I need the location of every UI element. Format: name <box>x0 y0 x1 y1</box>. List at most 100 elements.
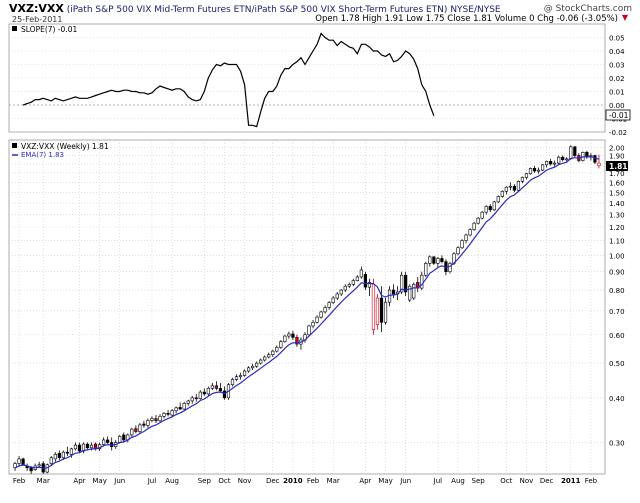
price-y-tick-label: 1.60 <box>609 179 625 187</box>
candle <box>460 239 464 250</box>
candle-body <box>283 335 287 342</box>
candle <box>210 382 214 391</box>
ema-line <box>14 155 600 470</box>
candle <box>106 436 110 446</box>
chart-date: 25-Feb-2011 <box>12 15 63 24</box>
candle-body <box>561 156 565 161</box>
price-legend-swatch <box>12 143 17 148</box>
candle <box>122 432 126 443</box>
candle-body <box>214 385 218 389</box>
price-panel-frame <box>8 139 606 475</box>
candle-body <box>150 418 154 421</box>
candle <box>508 182 512 191</box>
candle-body <box>327 302 331 308</box>
candle-body <box>379 297 384 323</box>
candle-body <box>206 388 210 395</box>
candle-body <box>186 400 190 404</box>
candle-body <box>57 452 61 459</box>
candle <box>492 200 496 212</box>
candle <box>524 172 529 180</box>
candle-body <box>355 276 359 281</box>
candle-body <box>500 190 504 197</box>
candle <box>532 165 537 173</box>
candle <box>291 330 295 341</box>
candle-body <box>363 274 367 288</box>
candle-body <box>331 297 335 303</box>
slope-current-tag-box <box>605 109 631 121</box>
candle-body <box>597 162 601 167</box>
candle <box>339 289 343 296</box>
candle <box>162 412 166 419</box>
slope-legend-label: SLOPE(7) -0.01 <box>21 25 77 34</box>
candle <box>367 278 372 296</box>
price-y-tick-label: 1.10 <box>609 238 625 246</box>
candle <box>194 393 198 402</box>
candle <box>198 390 202 400</box>
candle <box>516 180 521 192</box>
candle-body <box>166 413 170 415</box>
candle <box>569 145 573 160</box>
candle-body <box>271 350 275 355</box>
candle <box>448 261 452 274</box>
candle <box>428 255 432 267</box>
watermark: @ StockCharts.com <box>543 4 632 14</box>
x-tick-label: Aug <box>165 477 179 485</box>
candle <box>255 361 259 368</box>
chg-down-arrow: ▼ <box>621 13 628 22</box>
candle <box>53 452 57 462</box>
chart-title: VXZ:VXX (iPath S&P 500 VIX Mid-Term Futu… <box>9 2 501 15</box>
candle <box>275 345 279 353</box>
x-tick-label: Oct <box>500 477 512 485</box>
candle-body <box>524 173 529 178</box>
candle-body <box>37 464 41 467</box>
candle <box>202 388 206 396</box>
price-y-tick-label: 1.90 <box>609 153 625 161</box>
candle-body <box>400 274 404 293</box>
candle-body <box>122 434 126 441</box>
description-close-paren: ) <box>443 5 448 15</box>
candle <box>85 442 90 451</box>
price-y-tick-label: 0.80 <box>609 287 625 295</box>
candle <box>432 256 436 265</box>
candle <box>573 146 577 158</box>
price-y-tick-label: 0.30 <box>609 440 625 448</box>
candle <box>383 298 388 325</box>
x-tick-label: Jul <box>433 477 443 485</box>
candle <box>150 416 154 423</box>
candle <box>154 415 158 424</box>
price-y-tick-label: 0.40 <box>609 395 625 403</box>
candle <box>359 266 363 279</box>
candle-body <box>315 316 319 323</box>
candle-body <box>238 375 243 378</box>
candle-body <box>569 146 573 160</box>
slope-current-tag-text: -0.01 <box>609 111 629 120</box>
candle <box>488 204 492 213</box>
price-panel: 2.001.901.801.701.601.501.401.301.201.10… <box>8 139 625 485</box>
candle <box>561 155 565 162</box>
candle <box>456 246 460 256</box>
candle-body <box>512 185 516 191</box>
candle-body <box>367 282 372 288</box>
candle-body <box>162 413 166 417</box>
candle-body <box>383 301 388 323</box>
candle-body <box>154 418 158 422</box>
candle <box>424 261 428 277</box>
candle-body <box>222 390 227 399</box>
candle <box>371 278 376 335</box>
candle-body <box>359 269 363 278</box>
candle-body <box>408 285 412 301</box>
candle <box>500 190 504 198</box>
symbol: VXZ:VXX <box>9 2 64 15</box>
candle <box>242 369 247 377</box>
candle <box>319 310 323 319</box>
price-y-tick-label: 0.90 <box>609 269 625 277</box>
candle-body <box>528 168 533 175</box>
candle-body <box>102 439 106 445</box>
candle-body <box>158 416 162 422</box>
candle-body <box>138 424 142 432</box>
candle-body <box>118 436 122 443</box>
slope-y-tick-label: 0.05 <box>609 35 625 43</box>
candle-body <box>508 185 512 188</box>
price-y-tick-label: 1.00 <box>609 252 625 260</box>
candle <box>307 324 311 337</box>
